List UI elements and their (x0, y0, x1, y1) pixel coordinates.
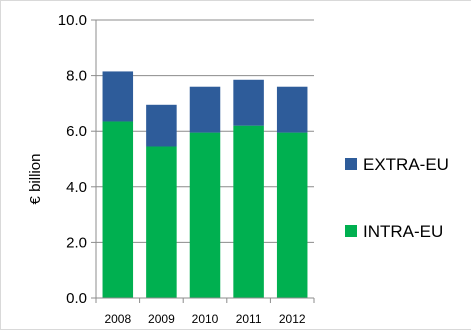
legend-label-intra-eu: INTRA-EU (363, 222, 443, 241)
y-tick-label: 4.0 (66, 179, 87, 196)
bar-extra-eu-2010 (189, 86, 221, 133)
bar-intra-eu-2011 (233, 125, 264, 298)
legend-swatch-intra-eu (345, 225, 357, 237)
x-tick-label: 2008 (104, 312, 131, 326)
legend-swatch-extra-eu (345, 158, 357, 170)
y-tick-label: 0.0 (66, 290, 87, 307)
bar-extra-eu-2012 (276, 86, 308, 133)
x-tick-label: 2010 (192, 312, 219, 326)
y-tick-labels: 0.0 2.0 4.0 6.0 8.0 10.0 (58, 12, 87, 307)
legend: EXTRA-EU INTRA-EU (345, 155, 449, 241)
bar-extra-eu-2008 (102, 71, 134, 122)
bar-intra-eu-2010 (189, 132, 221, 298)
y-axis-label: € billion (27, 154, 44, 205)
x-tick-label: 2012 (279, 312, 306, 326)
legend-label-extra-eu: EXTRA-EU (363, 155, 449, 174)
y-tick-label: 6.0 (66, 123, 87, 140)
x-tick-labels: 2008 2009 2010 2011 2012 (104, 312, 305, 326)
y-tick-label: 10.0 (58, 12, 87, 29)
bar-extra-eu-2009 (146, 104, 177, 147)
bar-intra-eu-2012 (276, 132, 308, 298)
x-tick-label: 2009 (148, 312, 175, 326)
bar-intra-eu-2009 (146, 146, 177, 298)
x-tick-label: 2011 (236, 312, 262, 326)
y-tick-label: 2.0 (66, 234, 87, 251)
bar-extra-eu-2011 (233, 79, 264, 126)
bars (102, 71, 308, 298)
axes (91, 19, 315, 303)
y-tick-label: 8.0 (66, 68, 87, 85)
bar-intra-eu-2008 (102, 121, 134, 298)
